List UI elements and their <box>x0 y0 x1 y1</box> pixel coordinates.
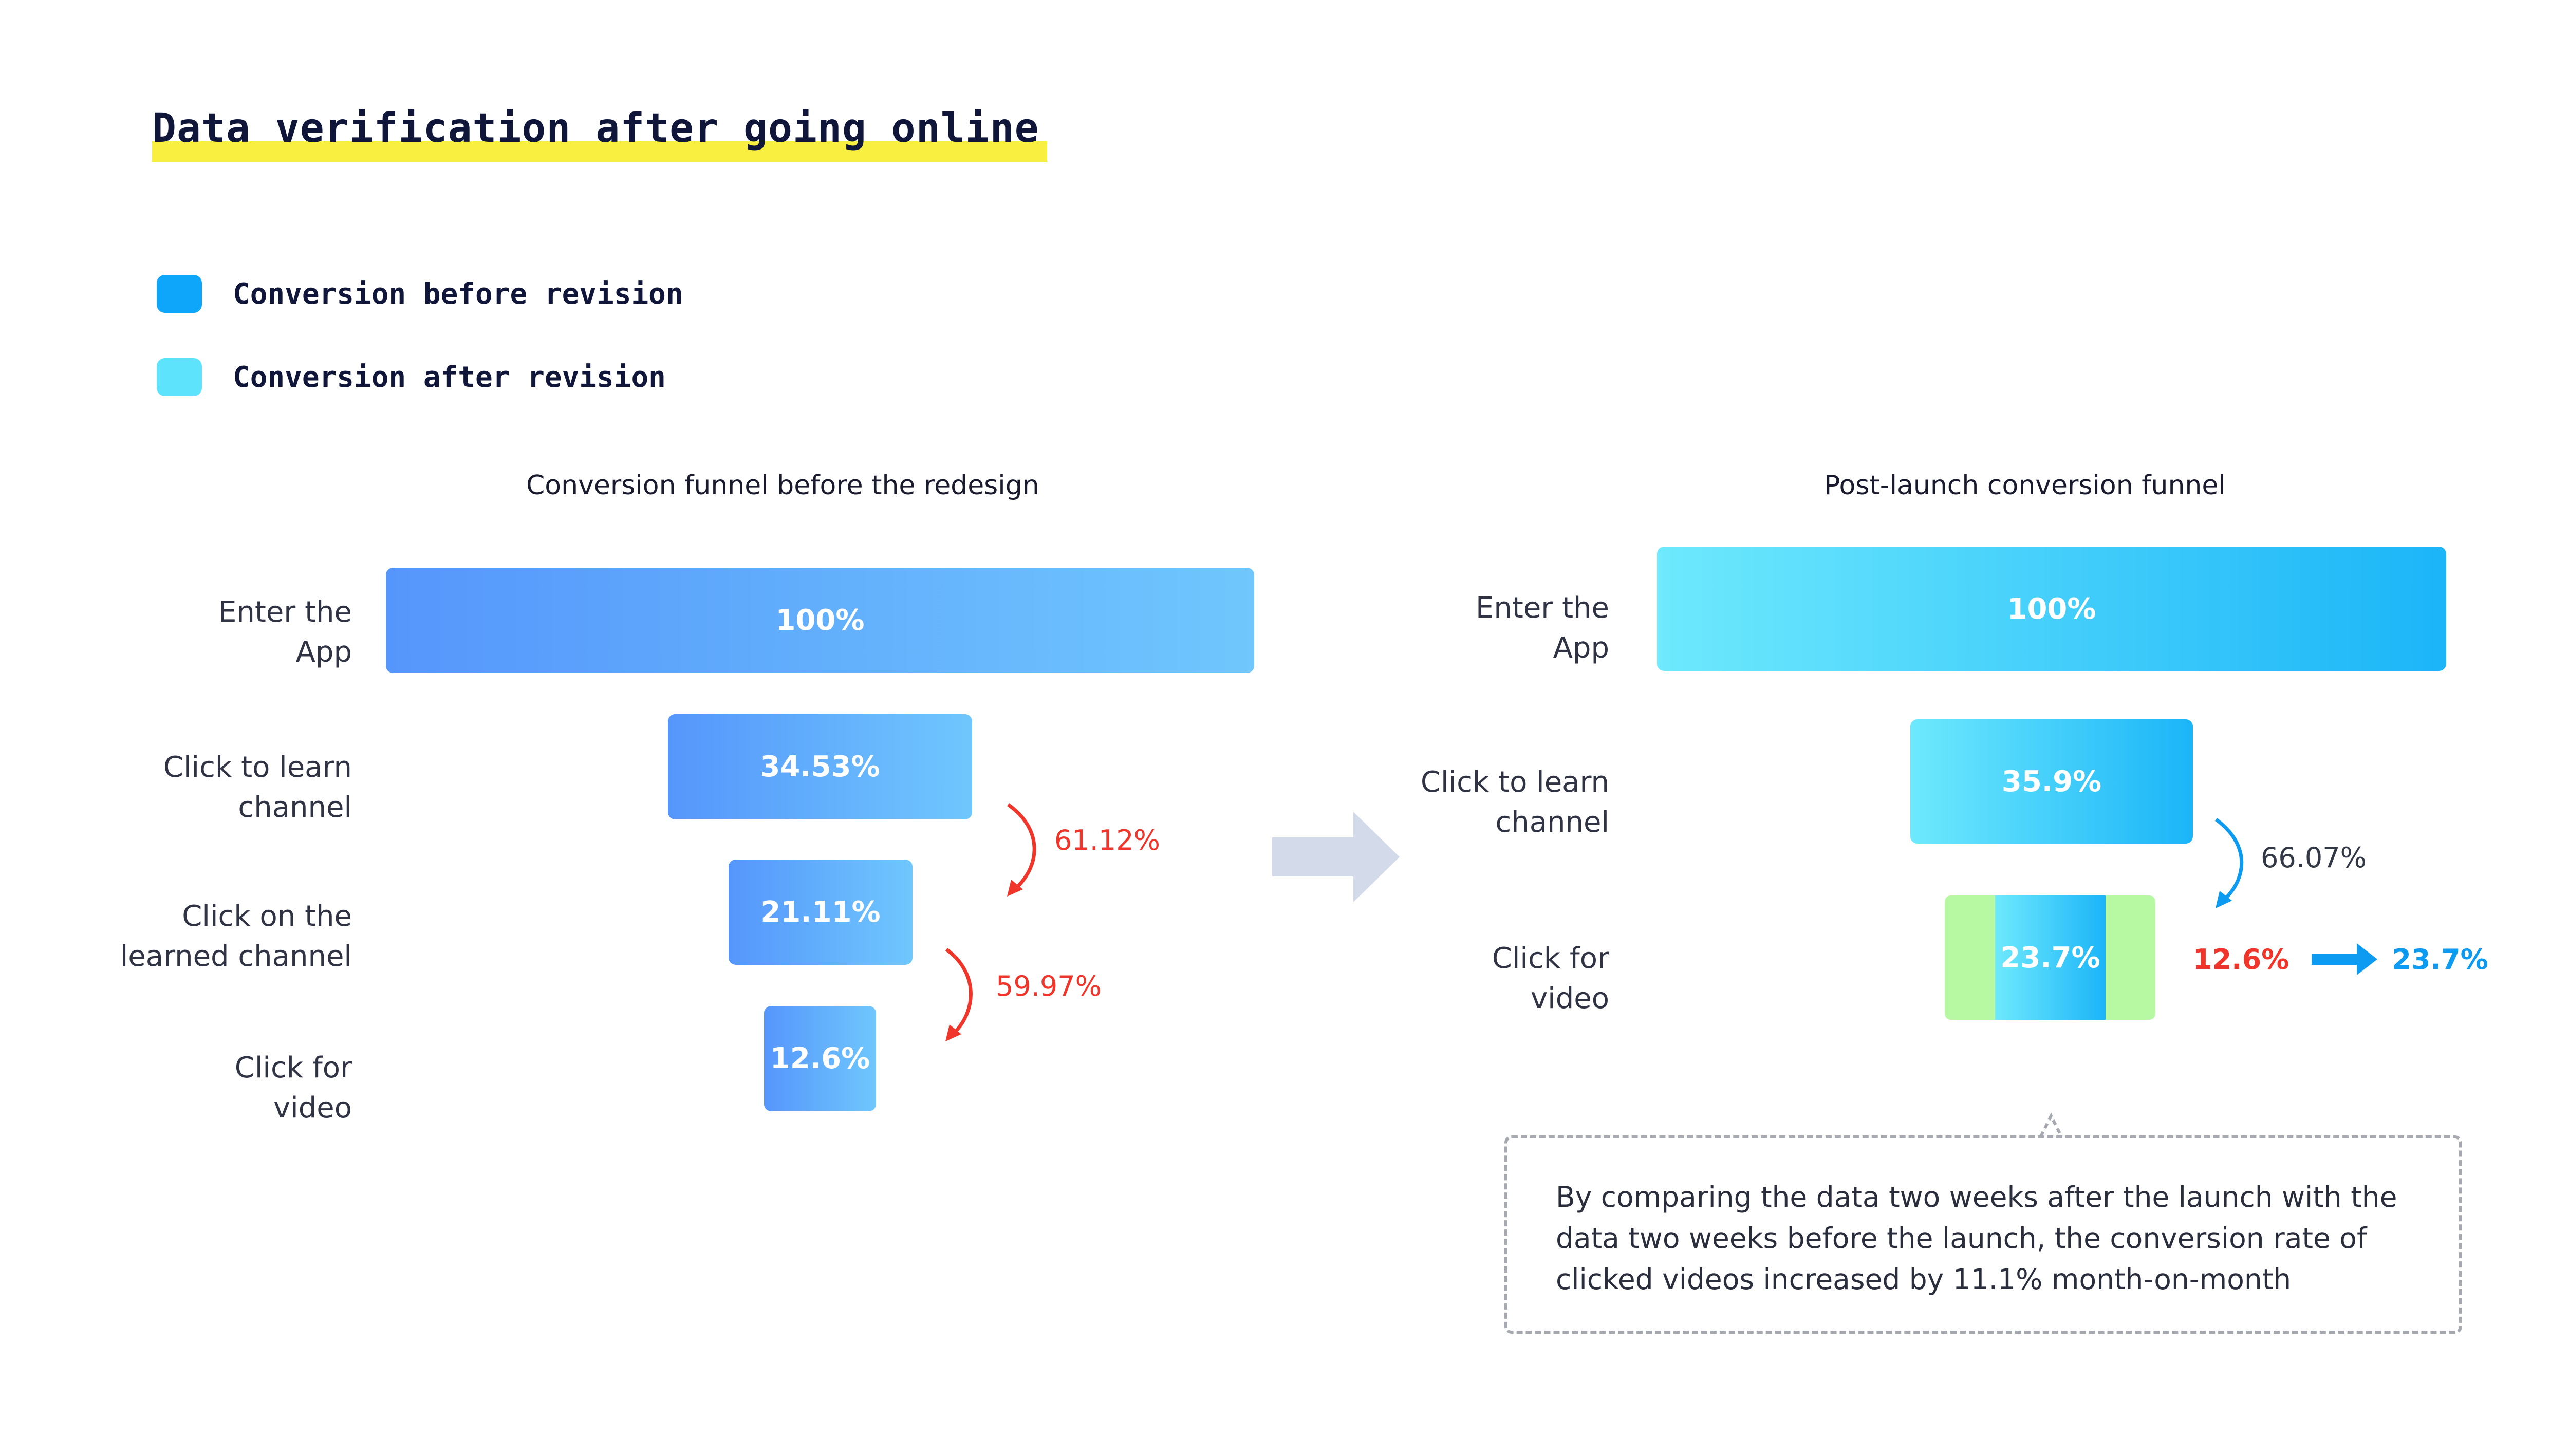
increase-comparison: 12.6% 23.7% <box>2193 941 2488 977</box>
left-rate-2: 59.97% <box>996 970 1102 1002</box>
compare-from: 12.6% <box>2193 943 2289 976</box>
note-pointer <box>2039 1112 2063 1137</box>
right-rate-1: 66.07% <box>2261 842 2367 874</box>
left-funnel-title: Conversion funnel before the redesign <box>526 470 1039 501</box>
left-bar-4: 12.6% <box>764 1006 876 1111</box>
legend-label-before: Conversion before revision <box>233 277 683 311</box>
right-stage-label-3: Click for video <box>1492 942 1609 1015</box>
legend-swatch-before <box>157 275 202 313</box>
title-highlight <box>152 141 1047 162</box>
legend-item-before: Conversion before revision <box>157 275 683 313</box>
left-stage-label-2: Click to learn channel <box>163 751 352 824</box>
red-curved-arrow-icon <box>1007 803 1036 897</box>
right-stage-label-2: Click to learn channel <box>1420 766 1609 839</box>
right-bar-1: 100% <box>1657 547 2446 671</box>
compare-to: 23.7% <box>2392 943 2488 976</box>
left-bar-label-4: 12.6% <box>770 1042 870 1075</box>
left-bar-3: 21.11% <box>729 860 913 965</box>
title-block: Data verification after going online <box>152 105 1047 162</box>
blue-curved-arrow-icon <box>2214 818 2244 908</box>
legend-item-after: Conversion after revision <box>157 358 666 396</box>
page-title: Data verification after going online <box>152 105 1039 152</box>
left-bar-1: 100% <box>386 568 1254 673</box>
right-stage-label-1: Enter the App <box>1475 591 1609 665</box>
left-bar-label-1: 100% <box>775 604 865 637</box>
legend-swatch-after <box>157 358 202 396</box>
right-bar-3: 23.7% <box>1995 895 2106 1020</box>
right-bar-label-3: 23.7% <box>2000 941 2100 975</box>
blue-right-arrow-icon <box>2312 943 2378 975</box>
left-bar-label-2: 34.53% <box>760 750 880 783</box>
left-stage-label-4: Click for video <box>234 1051 352 1125</box>
right-bar-label-1: 100% <box>2007 592 2096 626</box>
left-stage-label-3: Click on the learned channel <box>120 900 352 973</box>
left-bar-2: 34.53% <box>668 714 972 819</box>
note-text: By comparing the data two weeks after th… <box>1556 1181 2397 1296</box>
right-bar-label-2: 35.9% <box>2001 764 2102 798</box>
left-rate-1: 61.12% <box>1054 824 1160 856</box>
left-bar-label-3: 21.11% <box>760 895 881 929</box>
legend-label-after: Conversion after revision <box>233 360 666 394</box>
right-bar-2: 35.9% <box>1910 719 2193 844</box>
red-curved-arrow-icon <box>945 948 973 1041</box>
note-box: By comparing the data two weeks after th… <box>1504 1135 2462 1334</box>
left-stage-label-1: Enter the App <box>218 595 352 669</box>
right-funnel-title: Post-launch conversion funnel <box>1824 470 2226 501</box>
